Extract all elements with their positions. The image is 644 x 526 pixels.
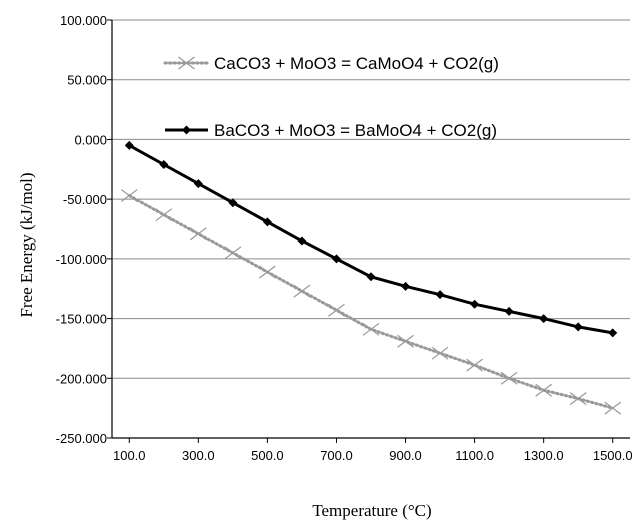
legend-marker-2 bbox=[182, 125, 191, 135]
series-line-2 bbox=[128, 144, 613, 335]
x-tick-label: 300.0 bbox=[182, 448, 215, 463]
y-tick-label: -150.000 bbox=[56, 312, 107, 327]
data-point-series-2 bbox=[228, 198, 238, 208]
x-tick-label: 1500.0 bbox=[593, 448, 633, 463]
data-point-series-1 bbox=[328, 303, 345, 317]
data-point-series-2 bbox=[435, 290, 445, 300]
data-point-series-1 bbox=[569, 392, 587, 406]
data-point-series-2 bbox=[539, 314, 549, 324]
y-tick-labels: 100.000 50.000 0.000 -50.000 -100.000 -150.00… bbox=[56, 13, 107, 446]
data-point-series-1 bbox=[535, 383, 553, 397]
data-point-series-1 bbox=[259, 265, 276, 279]
data-point-series-1 bbox=[155, 208, 173, 222]
series-line-1 bbox=[127, 194, 615, 410]
x-tick-label: 500.0 bbox=[251, 448, 284, 463]
y-axis-title: Free Energy (kJ/mol) bbox=[17, 172, 36, 317]
data-point-series-2 bbox=[366, 272, 376, 282]
data-point-series-1 bbox=[397, 334, 414, 348]
series-layer bbox=[120, 140, 622, 415]
data-point-series-1 bbox=[362, 322, 380, 336]
y-tick-label: 50.000 bbox=[67, 73, 107, 88]
data-point-series-1 bbox=[224, 246, 242, 260]
data-point-series-1 bbox=[431, 346, 449, 360]
x-tick-labels: 100.0 300.0 500.0 700.0 900.0 1100.0 1300.0 150… bbox=[113, 448, 633, 463]
y-tick-label: -200.000 bbox=[56, 371, 107, 386]
data-point-series-2 bbox=[331, 254, 341, 264]
y-tick-label: -250.000 bbox=[56, 431, 107, 446]
data-point-series-1 bbox=[604, 401, 622, 415]
legend-marker-1 bbox=[178, 56, 195, 70]
data-point-series-2 bbox=[608, 328, 618, 338]
y-tick-label: -50.000 bbox=[63, 192, 107, 207]
data-point-series-1 bbox=[293, 284, 311, 298]
y-tick-label: -100.000 bbox=[56, 252, 107, 267]
y-tick-label: 0.000 bbox=[74, 132, 107, 147]
legend: CaCO3 + MoO3 = CaMoO4 + CO2(g) BaCO3 + Mo… bbox=[163, 54, 499, 140]
x-axis-title: Temperature (°C) bbox=[312, 501, 431, 520]
data-point-series-2 bbox=[159, 160, 169, 170]
x-tick-label: 1300.0 bbox=[524, 448, 564, 463]
x-tick-label: 100.0 bbox=[113, 448, 146, 463]
data-point-series-2 bbox=[262, 217, 272, 227]
data-point-series-1 bbox=[466, 358, 483, 372]
legend-label-2: BaCO3 + MoO3 = BaMoO4 + CO2(g) bbox=[214, 121, 497, 140]
axes bbox=[107, 19, 630, 443]
data-point-series-2 bbox=[401, 281, 411, 291]
x-tick-label: 900.0 bbox=[389, 448, 422, 463]
data-point-series-2 bbox=[124, 140, 134, 150]
data-point-series-2 bbox=[193, 179, 203, 189]
gridlines bbox=[112, 19, 630, 439]
data-point-series-1 bbox=[500, 371, 518, 385]
data-point-series-2 bbox=[297, 236, 307, 246]
data-point-series-2 bbox=[470, 299, 480, 309]
x-tick-label: 700.0 bbox=[320, 448, 353, 463]
data-point-series-1 bbox=[120, 189, 138, 203]
data-point-series-2 bbox=[504, 306, 514, 316]
x-tick-label: 1100.0 bbox=[455, 448, 494, 463]
data-point-series-1 bbox=[189, 227, 207, 241]
data-point-series-2 bbox=[573, 322, 583, 332]
y-tick-label: 100.000 bbox=[60, 13, 107, 28]
legend-label-1: CaCO3 + MoO3 = CaMoO4 + CO2(g) bbox=[214, 54, 499, 73]
